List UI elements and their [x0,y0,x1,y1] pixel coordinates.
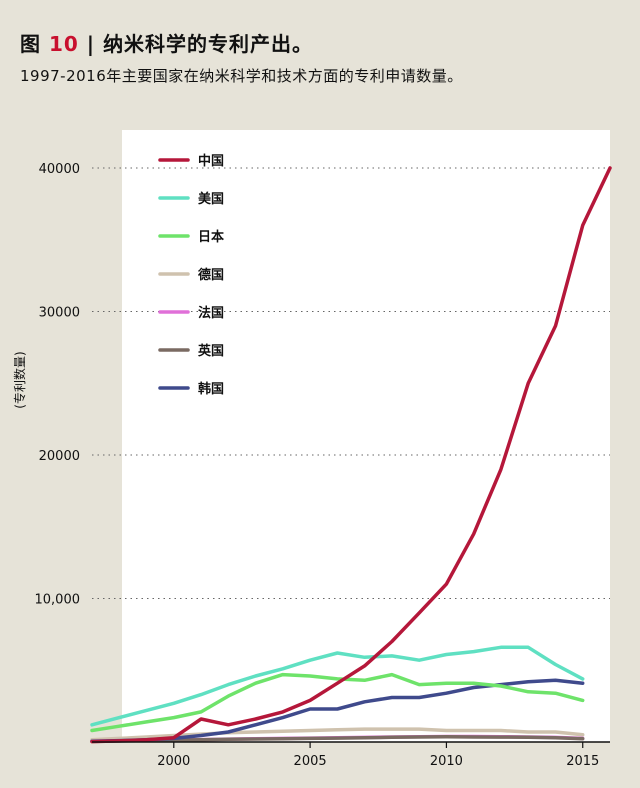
x-tick-label: 2015 [566,754,599,769]
y-tick-label: 20000 [39,449,80,464]
legend-label: 韩国 [198,381,224,397]
x-tick-label: 2010 [430,754,463,769]
y-axis-label: (专利数量) [12,351,27,408]
figure-header: 图 10 | 纳米科学的专利产出。 1997-2016年主要国家在纳米科学和技术… [20,28,463,86]
series-lines [90,166,612,744]
legend-label: 英国 [197,343,224,359]
series-line-3 [90,727,585,742]
figure-number: 10 [48,32,79,56]
figure-label: 图 [20,32,41,56]
grid-lines [92,167,610,599]
series-line-2 [90,672,585,733]
y-tick-label: 40000 [39,162,80,177]
title-separator: | [86,32,96,56]
plot-area [122,130,610,742]
legend-label: 法国 [198,305,224,321]
x-tick-label: 2000 [157,754,190,769]
legend-label: 日本 [198,229,224,245]
x-axis-ticks: 2000 2005 2010 2015 [157,742,599,769]
figure-title: 图 10 | 纳米科学的专利产出。 [20,28,463,57]
figure-subtitle: 1997-2016年主要国家在纳米科学和技术方面的专利申请数量。 [20,67,463,85]
y-axis-ticks: 10,000 20000 30000 40000 [35,162,81,608]
series-line-1 [90,645,585,727]
y-tick-label: 10,000 [35,593,81,608]
legend-label: 中国 [198,153,224,169]
y-tick-label: 30000 [39,306,80,321]
legend-label: 美国 [198,191,224,207]
legend-label: 德国 [198,267,224,283]
title-text: 纳米科学的专利产出。 [103,32,314,56]
series-line-0 [90,166,612,744]
x-tick-label: 2005 [294,754,327,769]
